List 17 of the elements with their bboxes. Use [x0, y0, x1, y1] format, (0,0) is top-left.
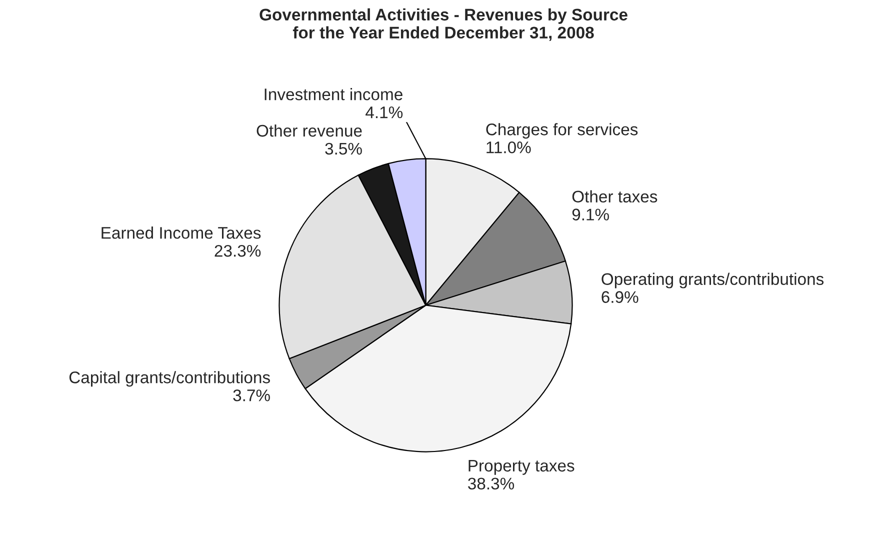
slice-label: Other taxes [572, 190, 658, 203]
data-label: 9.1% [572, 208, 609, 220]
data-label: 23.3% [214, 244, 261, 257]
slice-label: Property taxes [468, 460, 574, 475]
chart-title: Governmental Activities - Revenues by Source for the Year Ended December 31, 2008 [260, 8, 628, 41]
slice-label: Operating grants/contributions [602, 272, 824, 288]
slice-label: Capital grants/contributions [69, 371, 270, 387]
slice-label: Investment income [264, 88, 402, 100]
slice-label: Other revenue [256, 124, 362, 137]
data-label: 3.7% [233, 389, 270, 402]
data-label: 3.5% [325, 142, 362, 155]
data-label: 38.3% [468, 478, 514, 490]
data-label: 4.1% [366, 106, 403, 118]
slice-label: Earned Income Taxes [102, 226, 261, 239]
data-label: 11.0% [486, 141, 531, 154]
slice-label: Charges for services [486, 123, 638, 139]
data-label: 6.9% [602, 291, 638, 303]
